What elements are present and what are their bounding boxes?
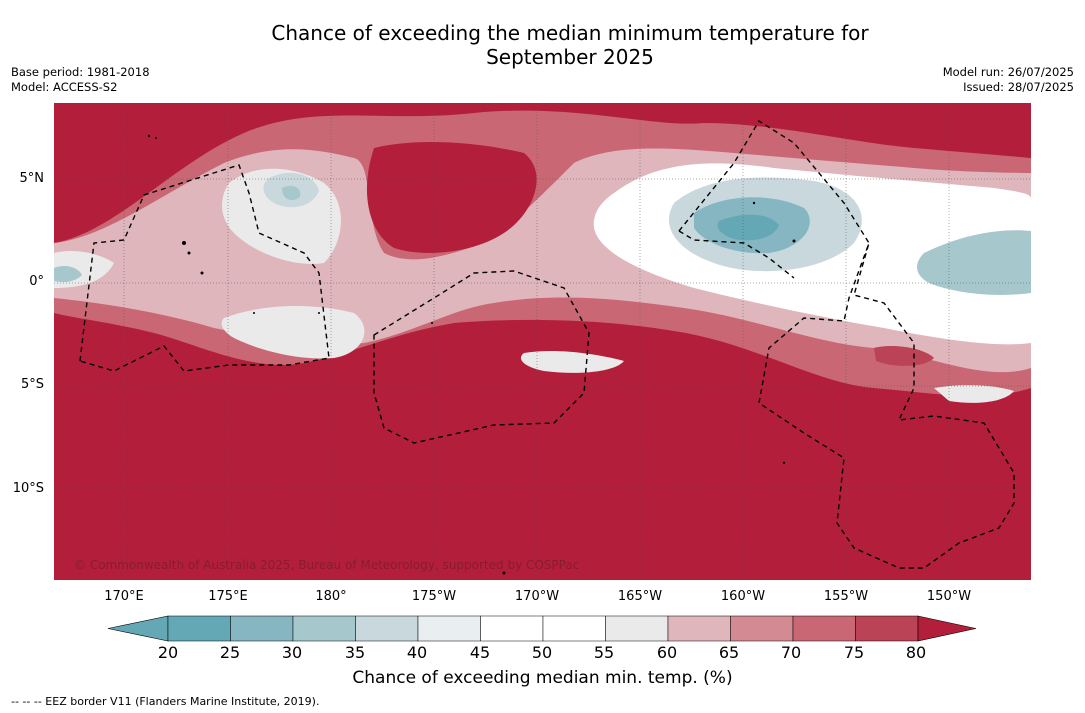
cool-region-far-east	[917, 230, 1031, 295]
islands	[147, 134, 796, 575]
cbar-tick: 80	[905, 643, 927, 662]
base-info: Base period: 1981-2018 Model: ACCESS-S2	[11, 65, 150, 95]
y-tick-10s: 10°S	[12, 481, 44, 496]
colorbar-segment	[605, 615, 669, 642]
hot-patch-central	[366, 141, 537, 253]
run-info: Model run: 26/07/2025 Issued: 28/07/2025	[943, 65, 1074, 95]
colorbar-segment	[855, 615, 919, 642]
band-neutral-south	[221, 306, 365, 359]
colorbar-title: Chance of exceeding median min. temp. (%…	[352, 668, 733, 688]
x-tick-170e: 170°E	[104, 589, 144, 604]
map-title: Chance of exceeding the median minimum t…	[170, 21, 970, 69]
y-tick-5s: 5°S	[20, 377, 44, 392]
x-tick-170w: 170°W	[514, 589, 560, 604]
x-tick-160w: 160°W	[720, 589, 766, 604]
cbar-tick: 35	[344, 643, 366, 662]
cool-spot-far-west	[54, 265, 82, 283]
title-line-2: September 2025	[486, 45, 654, 69]
eez-footnote: -- -- -- EEZ border V11 (Flanders Marine…	[11, 695, 320, 708]
x-tick-165w: 165°W	[617, 589, 663, 604]
y-tick-5n: 5°N	[19, 171, 45, 186]
colorbar-segment	[292, 615, 356, 642]
x-tick-150w: 150°W	[926, 589, 972, 604]
x-tick-155w: 155°W	[823, 589, 869, 604]
colorbar-segment	[167, 615, 231, 642]
cbar-tick: 50	[531, 643, 553, 662]
colorbar-segment	[667, 615, 731, 642]
cbar-tick: 65	[718, 643, 740, 662]
cold-spot-west	[282, 185, 301, 200]
cbar-tick: 45	[469, 643, 491, 662]
y-tick-0: 0°	[29, 274, 44, 289]
grid-lines	[54, 103, 1031, 580]
cbar-tick: 20	[157, 643, 179, 662]
band-neutral-se	[934, 385, 1014, 403]
cbar-tick: 70	[780, 643, 802, 662]
colorbar-high-arrow	[917, 615, 977, 642]
colorbar-segment	[417, 615, 481, 642]
x-tick-180: 180°	[315, 589, 347, 604]
colorbar-low-arrow	[107, 615, 169, 642]
hot-patch-se	[874, 346, 934, 366]
cbar-tick: 40	[406, 643, 428, 662]
cbar-tick: 60	[656, 643, 678, 662]
copyright-notice: © Commonwealth of Australia 2025, Bureau…	[74, 558, 580, 572]
colorbar	[107, 615, 977, 642]
model-name: Model: ACCESS-S2	[11, 80, 118, 94]
colorbar-segment	[230, 615, 294, 642]
colorbar-segment	[542, 615, 606, 642]
colorbar-segment	[792, 615, 856, 642]
cold-center-east	[717, 214, 779, 241]
eez-borders	[79, 120, 1015, 569]
title-line-1: Chance of exceeding the median minimum t…	[271, 21, 869, 45]
issued-date: Issued: 28/07/2025	[963, 80, 1074, 94]
base-period: Base period: 1981-2018	[11, 65, 150, 79]
colorbar-segment	[730, 615, 794, 642]
cbar-tick: 75	[843, 643, 865, 662]
x-tick-175e: 175°E	[208, 589, 248, 604]
cbar-tick: 25	[219, 643, 241, 662]
cbar-tick: 30	[281, 643, 303, 662]
cbar-tick: 55	[593, 643, 615, 662]
model-run: Model run: 26/07/2025	[942, 65, 1074, 79]
band-neutral-sw	[520, 350, 624, 373]
probability-map	[54, 103, 1031, 580]
colorbar-segment	[480, 615, 544, 642]
x-tick-175w: 175°W	[411, 589, 457, 604]
colorbar-segment	[355, 615, 419, 642]
